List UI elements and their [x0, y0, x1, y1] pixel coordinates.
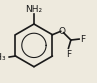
Text: F: F: [66, 50, 71, 59]
Text: O: O: [59, 27, 66, 36]
Text: CH₃: CH₃: [0, 53, 6, 62]
Text: NH₂: NH₂: [25, 5, 42, 14]
Text: F: F: [81, 35, 86, 44]
